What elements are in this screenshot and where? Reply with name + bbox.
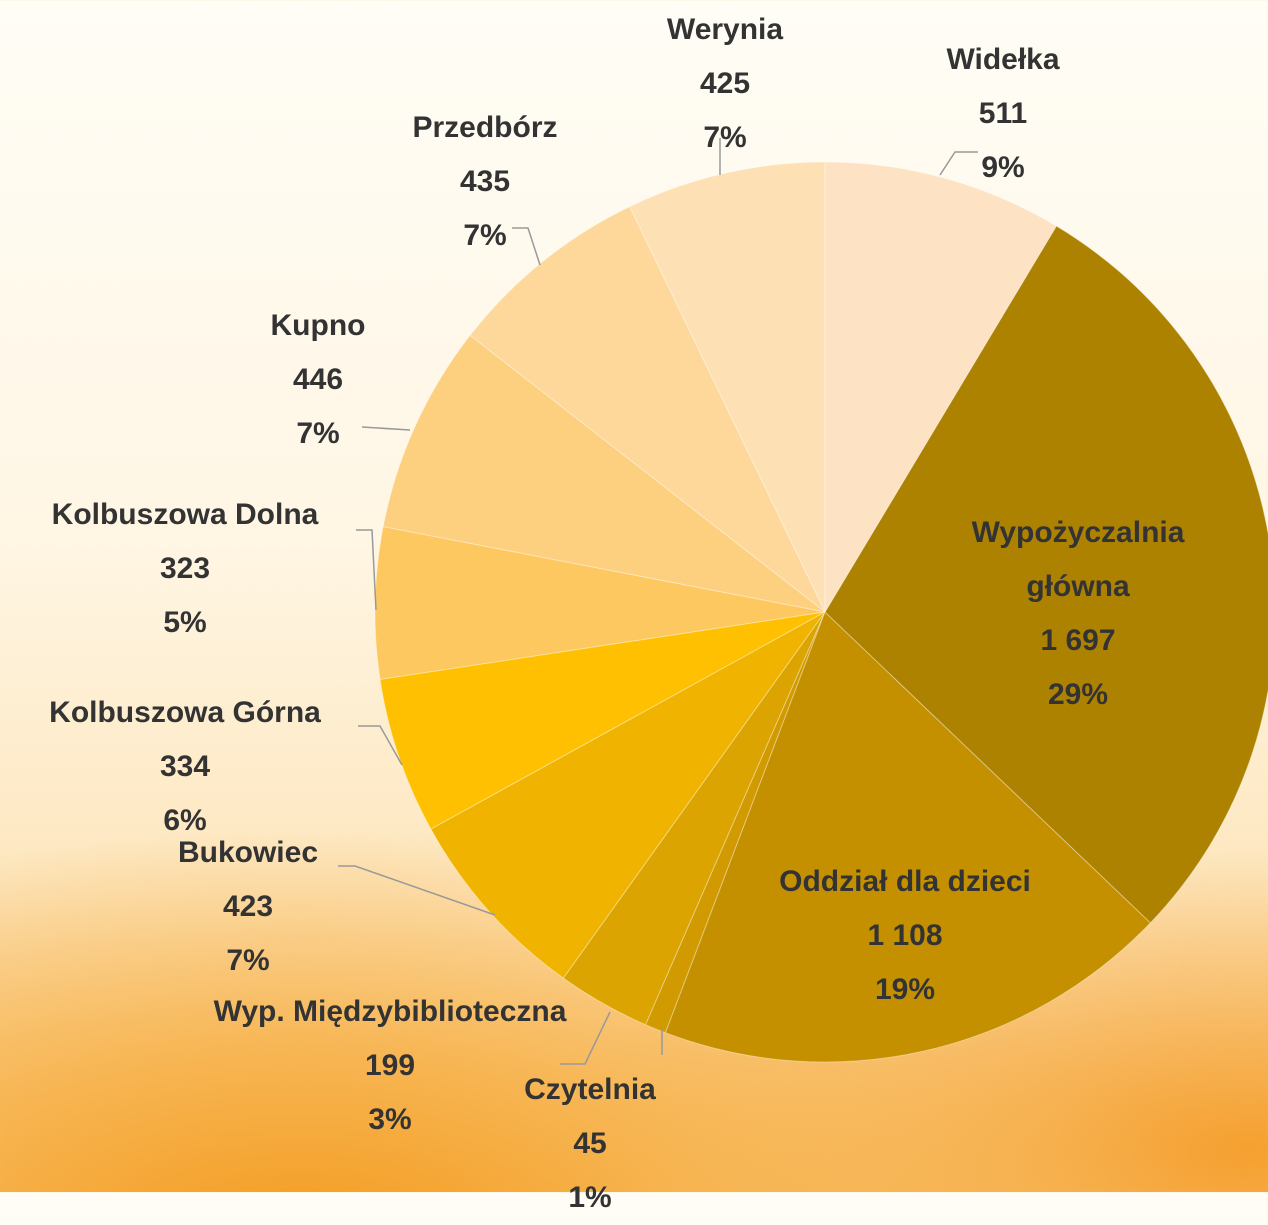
percent-label: 3%	[368, 1103, 412, 1136]
value-label: 511	[978, 97, 1028, 130]
leader-line	[939, 151, 978, 176]
category: Oddział dla dzieci	[779, 865, 1031, 898]
slice-label: Bukowiec 423 7%	[178, 826, 318, 988]
slice-label: Widełka 511 9%	[946, 33, 1059, 195]
category: Kupno	[270, 309, 366, 342]
leader-line	[338, 865, 496, 916]
category: Kolbuszowa Górna	[49, 696, 321, 729]
leader-lines	[338, 138, 978, 1065]
value-label: 199	[364, 1049, 416, 1082]
pie-slice	[382, 334, 826, 613]
leader-line	[512, 227, 541, 266]
leader-line	[358, 725, 403, 766]
pie-slice	[430, 611, 826, 979]
value-label: 435	[459, 165, 511, 198]
category: Wypożyczalnia główna	[971, 516, 1185, 603]
category: Kolbuszowa Dolna	[51, 498, 319, 531]
chart	[338, 138, 1268, 1065]
value-label: 45	[573, 1127, 607, 1160]
category: Wyp. Międzybiblioteczna	[213, 995, 567, 1028]
category: Przedbórz	[412, 111, 558, 144]
slice-label: Kupno 446 7%	[271, 299, 366, 461]
percent-label: 5%	[163, 606, 207, 639]
pie-slice	[824, 161, 1058, 614]
percent-label: 7%	[226, 944, 270, 977]
slice-label: Przedbórz 435 7%	[412, 101, 557, 263]
pie-slice	[644, 611, 826, 1034]
category: Czytelnia	[524, 1073, 656, 1106]
slice-label: Werynia 425 7%	[667, 3, 783, 165]
value-label: 425	[699, 67, 751, 100]
leader-line	[361, 426, 411, 431]
category: Bukowiec	[177, 836, 319, 869]
pie-slice	[562, 611, 826, 1026]
percent-label: 6%	[163, 804, 207, 837]
percent-label: 7%	[703, 121, 747, 154]
percent-label: 9%	[981, 151, 1025, 184]
percent-label: 7%	[296, 417, 340, 450]
percent-label: 7%	[463, 219, 507, 252]
value-label: 1 108	[867, 919, 943, 952]
category: Werynia	[666, 13, 784, 46]
value-label: 1 697	[1040, 624, 1116, 657]
pie-slice	[824, 225, 1268, 924]
slice-label: Wypożyczalnia główna 1 697 29%	[933, 506, 1223, 722]
pie-slice	[469, 205, 826, 613]
pie-slice	[628, 161, 826, 613]
value-label: 323	[159, 552, 211, 585]
category: Widełka	[946, 43, 1060, 76]
value-label: 334	[159, 750, 211, 783]
percent-label: 29%	[1047, 678, 1109, 711]
percent-label: 19%	[874, 973, 936, 1006]
pie-slice	[379, 611, 826, 830]
percent-label: 1%	[568, 1181, 612, 1214]
value-label: 423	[222, 890, 274, 923]
value-label: 446	[292, 363, 344, 396]
leader-line	[560, 1011, 611, 1065]
slice-label: Wyp. Międzybiblioteczna 199 3%	[210, 985, 570, 1147]
slice-label: Kolbuszowa Górna 334 6%	[49, 686, 321, 848]
pie-slice	[664, 611, 1152, 1063]
leader-line	[356, 529, 377, 611]
slice-label: Oddział dla dzieci 1 108 19%	[779, 855, 1031, 1017]
slice-label: Kolbuszowa Dolna 323 5%	[52, 488, 319, 650]
